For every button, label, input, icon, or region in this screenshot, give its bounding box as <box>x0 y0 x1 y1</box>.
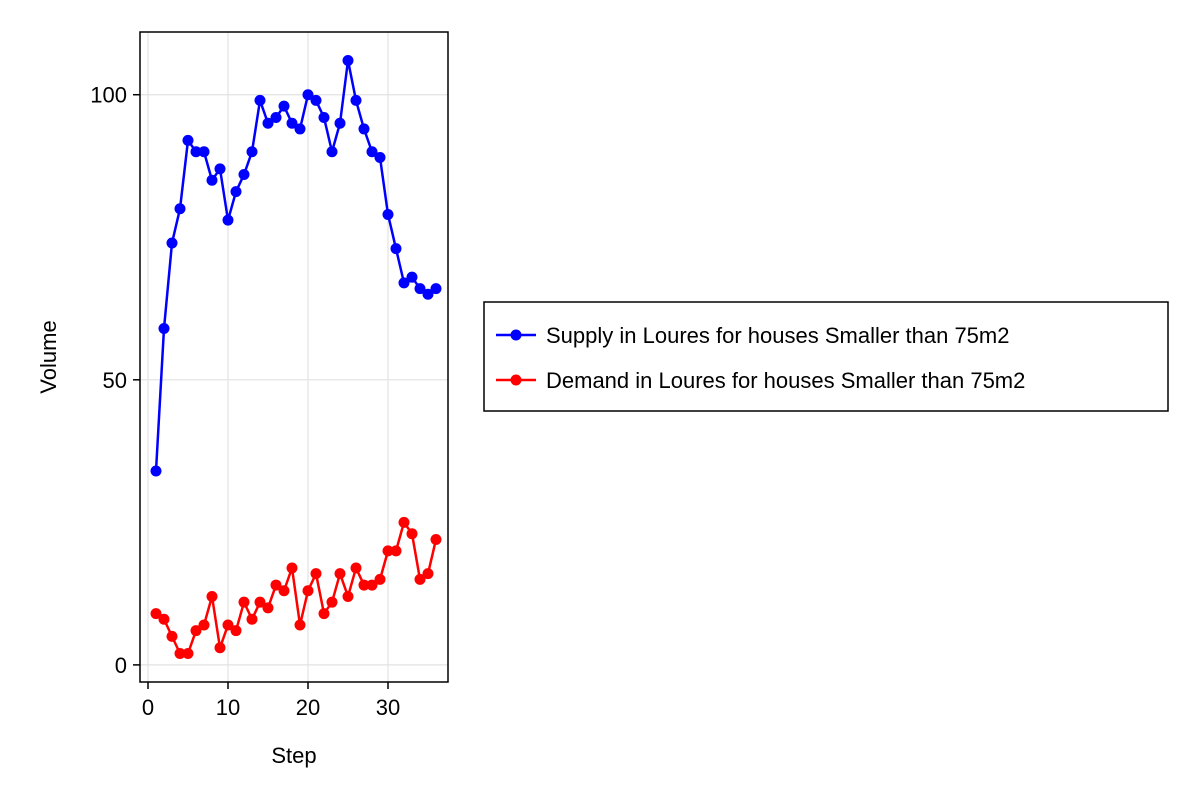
data-point <box>198 619 210 631</box>
data-point <box>270 579 282 591</box>
data-point <box>246 613 258 625</box>
data-point <box>366 579 378 591</box>
data-point <box>214 642 226 654</box>
y-tick-label: 100 <box>90 83 127 108</box>
data-point <box>246 146 258 158</box>
data-point <box>150 465 162 477</box>
data-point <box>222 619 234 631</box>
data-point <box>238 596 250 608</box>
data-point <box>406 528 418 540</box>
data-point <box>198 146 210 158</box>
data-point <box>326 596 338 608</box>
legend-marker-supply <box>510 329 522 341</box>
data-point <box>174 647 186 659</box>
data-point <box>214 163 226 175</box>
x-tick-label: 0 <box>142 695 154 720</box>
data-point <box>190 625 202 637</box>
ticks: 0 10 20 30 0 50 100 <box>90 83 400 720</box>
data-point <box>382 208 394 220</box>
data-point <box>206 590 218 602</box>
x-axis-label: Step <box>271 743 316 768</box>
data-point <box>358 123 370 135</box>
grid <box>140 32 448 682</box>
series-1 <box>150 516 442 659</box>
data-point <box>254 94 266 106</box>
data-point <box>222 214 234 226</box>
data-point <box>318 112 330 124</box>
data-point <box>182 134 194 146</box>
data-point <box>278 585 290 597</box>
plot-frame <box>139 31 449 683</box>
data-point <box>286 562 298 574</box>
data-point <box>270 112 282 124</box>
data-point <box>366 146 378 158</box>
legend-box <box>483 301 1169 412</box>
data-point <box>350 562 362 574</box>
data-point <box>430 283 442 295</box>
data-point <box>254 596 266 608</box>
data-point <box>358 579 370 591</box>
data-point <box>342 590 354 602</box>
legend-label-demand: Demand in Loures for houses Smaller than… <box>546 368 1025 393</box>
data-point <box>230 625 242 637</box>
data-point <box>158 613 170 625</box>
data-point <box>158 322 170 334</box>
data-point <box>390 545 402 557</box>
data-point <box>294 619 306 631</box>
data-point <box>398 516 410 528</box>
data-point <box>278 100 290 112</box>
data-point <box>334 117 346 129</box>
data-point <box>414 573 426 585</box>
data-point <box>262 117 274 129</box>
data-point <box>206 174 218 186</box>
data-point <box>294 123 306 135</box>
legend-marker-demand <box>510 374 522 386</box>
data-point <box>174 203 186 215</box>
legend-label-supply: Supply in Loures for houses Smaller than… <box>546 323 1009 348</box>
data-point <box>374 573 386 585</box>
data-point <box>422 288 434 300</box>
data-point <box>302 89 314 101</box>
data-point <box>310 568 322 580</box>
data-point <box>326 146 338 158</box>
data-point <box>414 283 426 295</box>
data-point <box>262 602 274 614</box>
data-point <box>166 237 178 249</box>
data-point <box>182 647 194 659</box>
data-point <box>374 151 386 163</box>
data-point <box>334 568 346 580</box>
data-point <box>382 545 394 557</box>
legend: Supply in Loures for houses Smaller than… <box>483 301 1169 412</box>
data-point <box>390 243 402 255</box>
y-axis-label: Volume <box>36 320 61 393</box>
data-point <box>286 117 298 129</box>
data-point <box>318 608 330 620</box>
y-tick-label: 0 <box>115 653 127 678</box>
data-point <box>310 94 322 106</box>
data-point <box>150 608 162 620</box>
data-point <box>342 55 354 67</box>
x-tick-label: 20 <box>296 695 320 720</box>
data-point <box>166 630 178 642</box>
y-tick-label: 50 <box>103 368 127 393</box>
data-point <box>398 277 410 289</box>
data-point <box>422 568 434 580</box>
series-0 <box>150 55 442 477</box>
data-point <box>190 146 202 158</box>
series-layer <box>150 55 442 659</box>
x-tick-label: 10 <box>216 695 240 720</box>
x-tick-label: 30 <box>376 695 400 720</box>
data-point <box>302 585 314 597</box>
data-point <box>406 271 418 283</box>
data-point <box>230 186 242 198</box>
data-point <box>430 533 442 545</box>
data-point <box>350 94 362 106</box>
data-point <box>238 169 250 181</box>
